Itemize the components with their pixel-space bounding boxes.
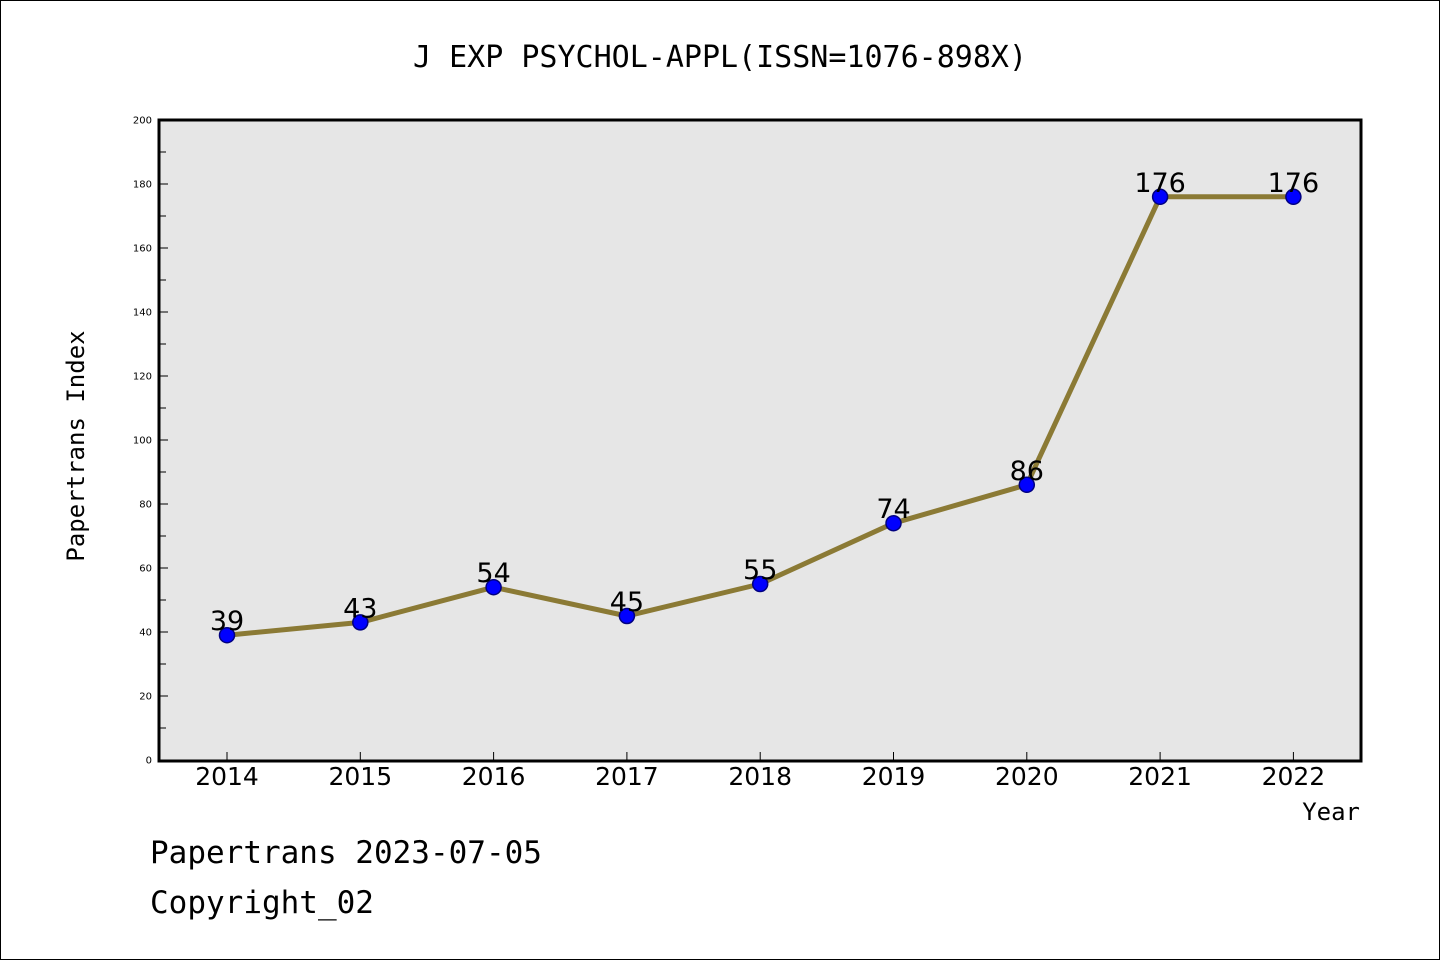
y-tick-label: 140 <box>133 308 152 319</box>
y-tick-label: 40 <box>139 628 152 639</box>
x-tick-label: 2015 <box>328 762 392 791</box>
data-point-2014 <box>218 626 236 644</box>
x-tick-label: 2022 <box>1262 762 1326 791</box>
footer-date: Papertrans 2023-07-05 <box>150 835 542 871</box>
y-tick-label: 120 <box>133 372 152 383</box>
data-point-2015 <box>352 614 369 631</box>
data-label-2020: 86 <box>1010 456 1044 487</box>
x-tick-label: 2016 <box>462 762 526 791</box>
x-tick-label: 2014 <box>195 762 259 791</box>
y-tick-label: 160 <box>133 244 152 255</box>
data-label-2014: 39 <box>210 606 244 637</box>
data-point-2018 <box>751 575 769 593</box>
data-label-2015: 43 <box>343 593 377 624</box>
data-series <box>218 188 1302 644</box>
y-tick-label: 20 <box>139 692 152 703</box>
data-point-2020 <box>1018 476 1036 494</box>
x-axis-label: Year <box>1302 798 1360 826</box>
x-axis-ticks: 2014 2015 2016 2017 2018 2019 2020 2021 2022 <box>195 752 1325 791</box>
chart-title: J EXP PSYCHOL-APPL(ISSN=1076-898X) <box>413 40 1027 75</box>
footer-copyright: Copyright_02 <box>150 885 374 921</box>
data-label-2021: 176 <box>1134 168 1186 199</box>
x-tick-label: 2020 <box>995 762 1059 791</box>
plot-area <box>159 120 1361 761</box>
y-axis-label: Papertrans Index <box>62 330 90 561</box>
x-tick-label: 2021 <box>1128 762 1192 791</box>
x-tick-label: 2018 <box>728 762 792 791</box>
data-point-2016 <box>485 578 502 596</box>
y-tick-label: 60 <box>139 564 152 575</box>
plot-border <box>157 118 1363 763</box>
data-point-2022 <box>1285 188 1302 206</box>
data-label-2019: 74 <box>876 494 910 525</box>
data-labels: 39 43 54 45 55 74 86 176 176 <box>210 168 1319 637</box>
x-tick-label: 2017 <box>595 762 659 791</box>
y-axis-ticks: 0 20 40 60 80 100 120 140 160 180 200 <box>133 116 168 767</box>
y-tick-label: 180 <box>133 180 152 191</box>
data-label-2022: 176 <box>1268 168 1320 199</box>
y-tick-label: 200 <box>133 116 152 127</box>
x-tick-label: 2019 <box>862 762 926 791</box>
data-label-2018: 55 <box>743 555 777 586</box>
data-label-2017: 45 <box>610 587 644 618</box>
data-label-2016: 54 <box>476 558 510 589</box>
y-tick-label: 0 <box>146 756 152 767</box>
y-tick-label: 100 <box>133 436 152 447</box>
y-tick-label: 80 <box>139 500 152 511</box>
data-point-2021 <box>1151 188 1169 206</box>
data-point-2019 <box>885 514 902 532</box>
data-point-2017 <box>618 607 636 625</box>
